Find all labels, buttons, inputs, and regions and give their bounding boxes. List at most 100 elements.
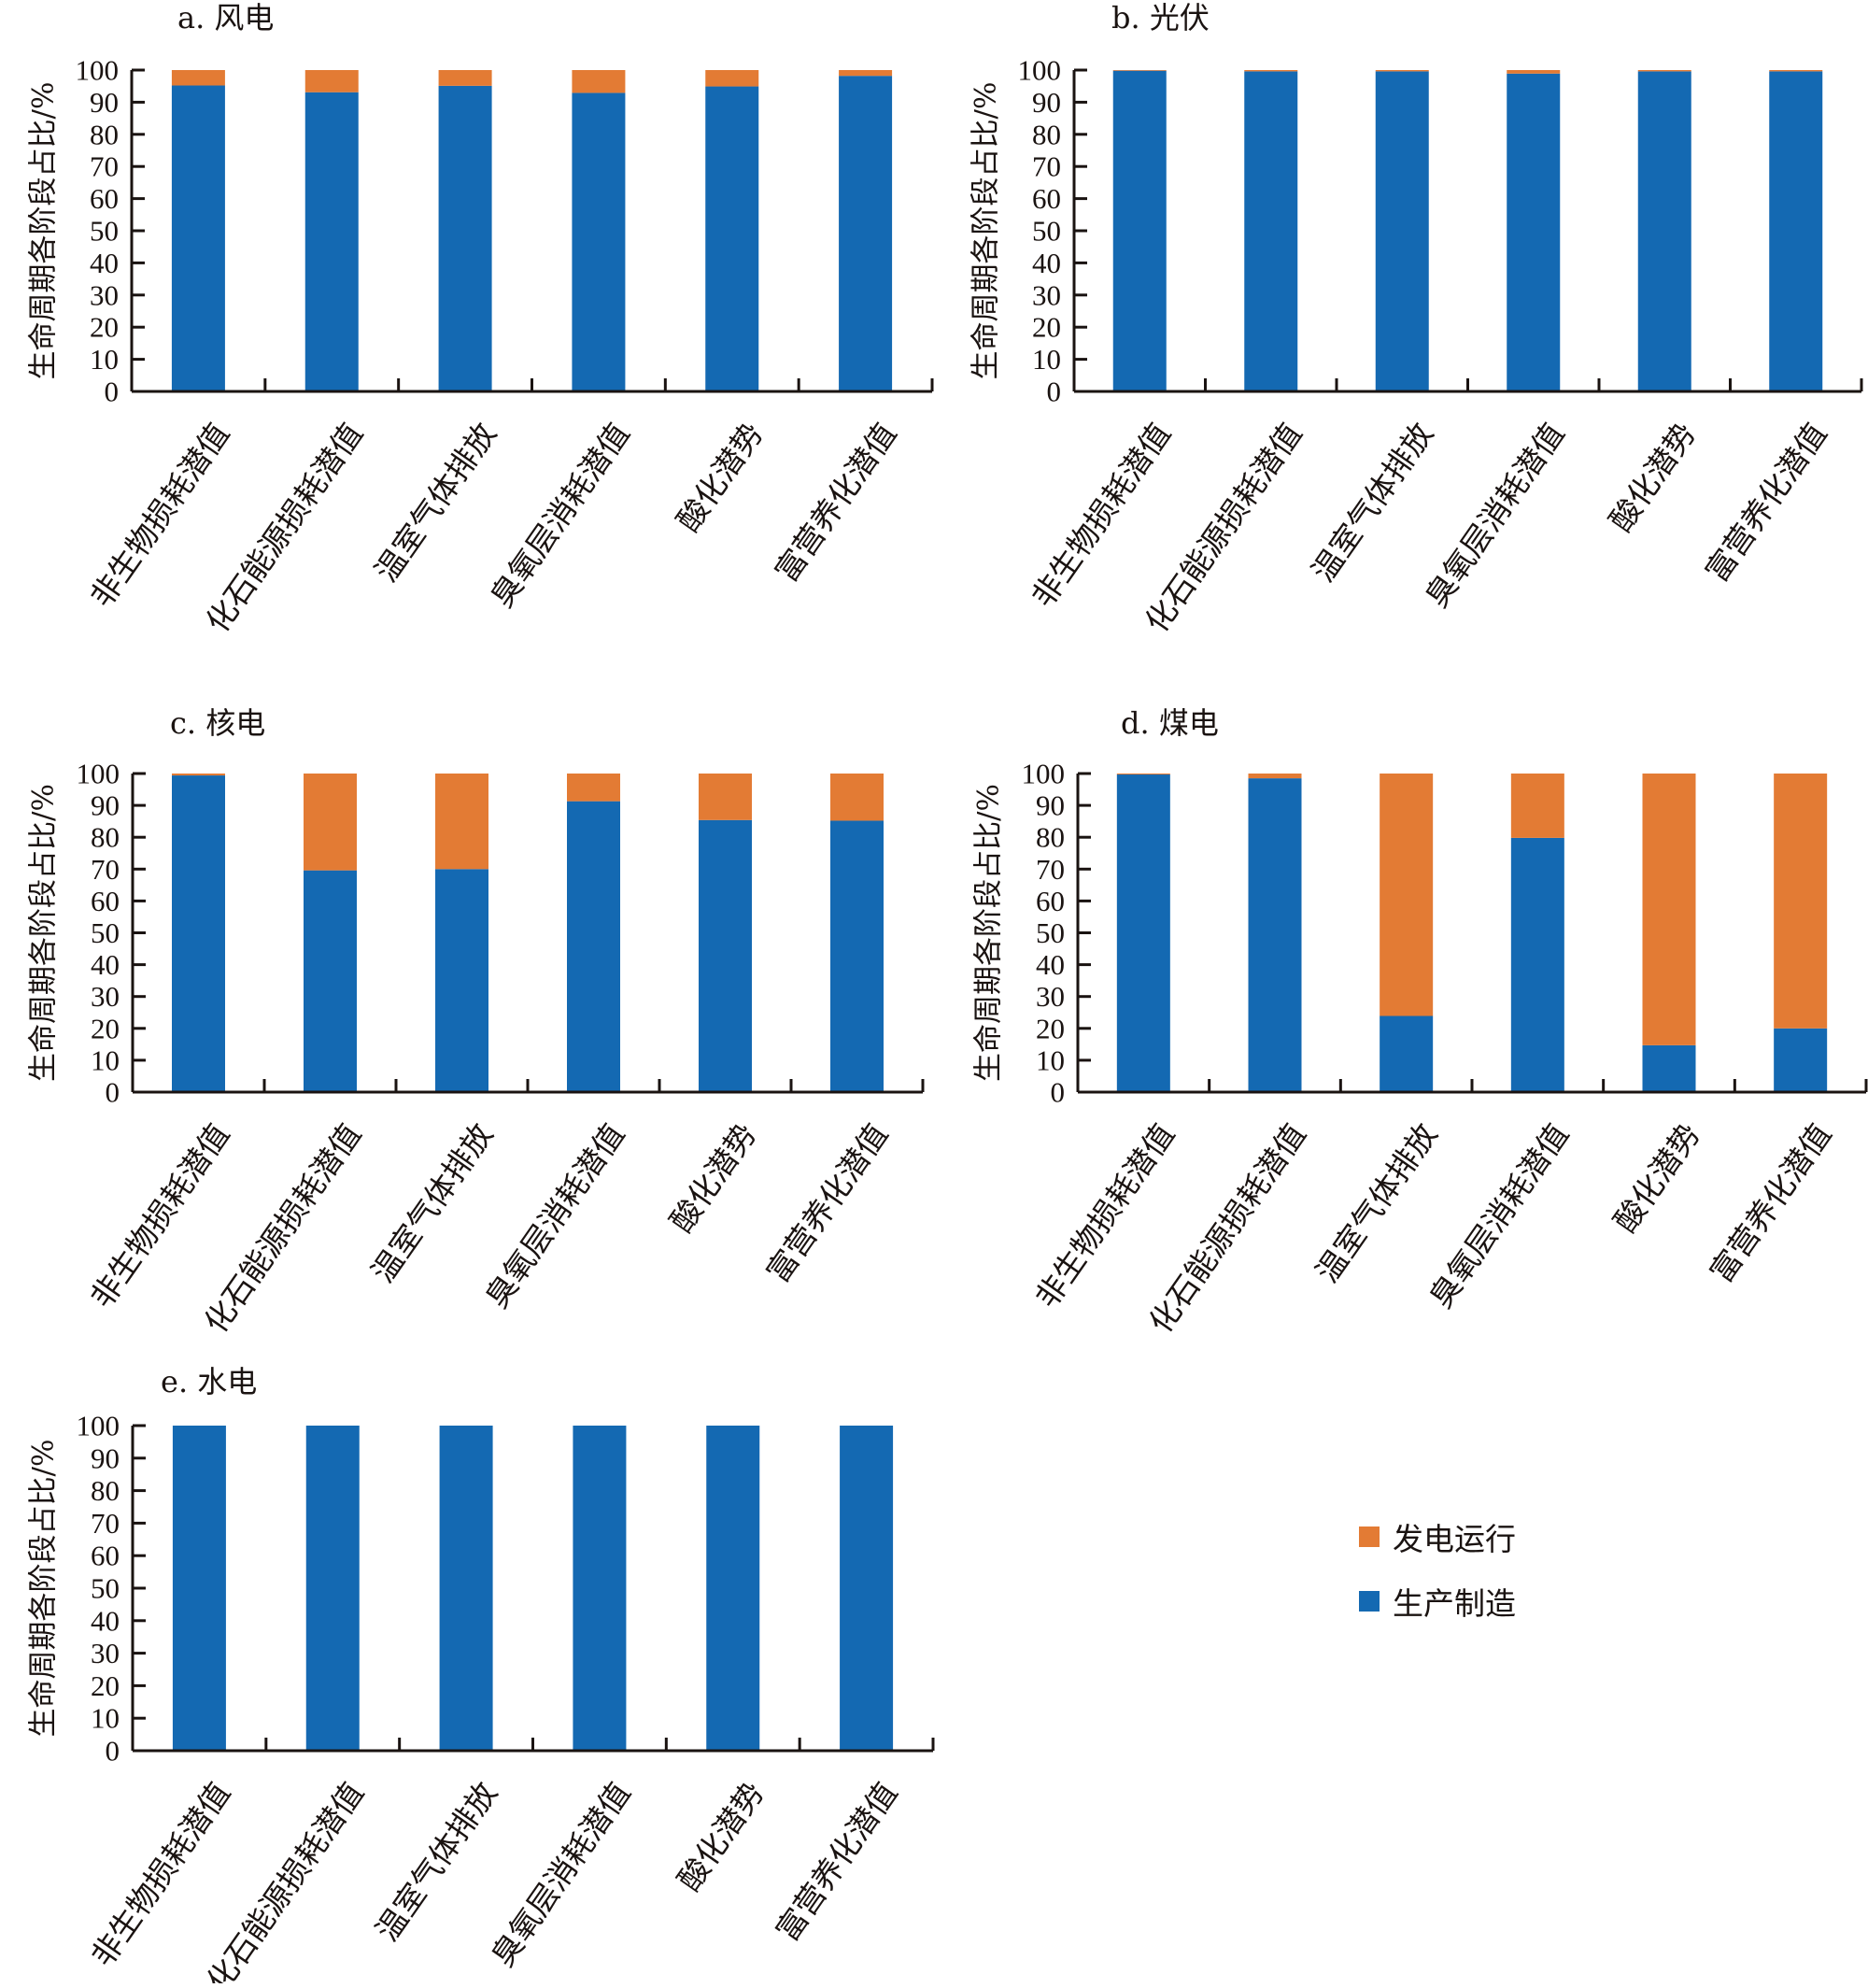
y-tick-label: 80	[91, 1474, 120, 1507]
y-axis-label: 生命周期各阶段占比/%	[27, 82, 61, 380]
y-tick-label: 30	[1032, 278, 1061, 311]
y-tick-label: 60	[91, 885, 120, 917]
legend-label-operation: 发电运行	[1393, 1521, 1516, 1557]
bar-operation	[567, 774, 620, 802]
y-tick-label: 40	[1036, 948, 1065, 981]
bar-manufacturing	[1510, 837, 1564, 1092]
x-tick-label: 臭氧层消耗潜值	[483, 416, 636, 614]
bar-operation	[1507, 70, 1561, 74]
bar-operation	[304, 70, 359, 92]
y-tick-label: 80	[1036, 821, 1065, 854]
bar-manufacturing	[1375, 71, 1429, 391]
legend-item-manufacturing: 生产制造	[1359, 1583, 1516, 1622]
legend: 发电运行 生产制造	[1359, 1518, 1516, 1647]
x-tick-label: 富营养化潜值	[769, 1775, 905, 1948]
bar-manufacturing	[573, 1426, 627, 1751]
chart-panel-c: c. 核电生命周期各阶段占比/%非生物损耗潜值化石能源损耗潜值温室气体排放臭氧层…	[27, 705, 925, 1340]
x-tick-label: 酸化潜势	[671, 1775, 771, 1896]
y-tick-label: 30	[1036, 980, 1065, 1013]
y-tick-label: 50	[1036, 916, 1065, 949]
x-tick-label: 非生物损耗潜值	[83, 416, 236, 614]
bar-operation	[1248, 774, 1302, 779]
y-tick-label: 0	[1047, 376, 1062, 408]
bar-manufacturing	[705, 86, 759, 391]
y-tick-label: 40	[1032, 247, 1061, 279]
y-tick-label: 40	[90, 247, 119, 279]
y-axis-label: 生命周期各阶段占比/%	[27, 1440, 61, 1738]
bar-manufacturing	[438, 85, 492, 391]
bar-manufacturing	[435, 869, 488, 1092]
bar-operation	[830, 774, 884, 821]
bar-operation	[1637, 70, 1691, 72]
bar-manufacturing	[305, 1426, 360, 1751]
x-tick-label: 非生物损耗潜值	[84, 1775, 237, 1973]
bar-manufacturing	[1248, 778, 1302, 1092]
y-tick-label: 100	[77, 758, 120, 790]
bar-operation	[1375, 70, 1429, 72]
y-tick-label: 20	[91, 1012, 120, 1044]
y-tick-label: 100	[77, 1410, 120, 1442]
y-tick-label: 20	[1032, 311, 1061, 344]
x-tick-label: 富营养化潜值	[1698, 416, 1834, 589]
legend-item-operation: 发电运行	[1359, 1518, 1516, 1557]
y-tick-label: 80	[91, 821, 120, 854]
y-tick-label: 50	[91, 1572, 120, 1605]
bar-operation	[171, 70, 225, 86]
x-tick-label: 温室气体排放	[364, 1116, 501, 1289]
y-tick-label: 30	[90, 278, 119, 311]
y-tick-label: 90	[1036, 789, 1065, 822]
y-tick-label: 70	[1036, 853, 1065, 886]
y-tick-label: 50	[90, 215, 119, 248]
x-tick-label: 臭氧层消耗潜值	[1422, 1116, 1576, 1314]
y-tick-label: 10	[91, 1044, 120, 1076]
x-tick-label: 温室气体排放	[1305, 416, 1441, 589]
y-tick-label: 100	[1018, 54, 1062, 87]
bar-manufacturing	[1769, 71, 1823, 391]
y-tick-label: 30	[91, 980, 120, 1013]
bar-manufacturing	[1116, 774, 1170, 1092]
bar-manufacturing	[171, 85, 225, 392]
chart-title: e. 水电	[161, 1364, 257, 1399]
y-tick-label: 60	[90, 182, 119, 215]
x-tick-label: 温室气体排放	[1309, 1116, 1445, 1289]
y-tick-label: 10	[1032, 343, 1061, 376]
bar-operation	[1774, 774, 1828, 1029]
bar-manufacturing	[1637, 71, 1691, 391]
legend-swatch-manufacturing	[1359, 1591, 1380, 1612]
bar-manufacturing	[830, 820, 884, 1092]
bar-manufacturing	[572, 92, 626, 391]
y-tick-label: 100	[76, 54, 120, 87]
chart-title: d. 煤电	[1121, 705, 1219, 741]
bar-manufacturing	[1507, 73, 1561, 391]
bar-operation	[435, 774, 488, 870]
bar-manufacturing	[1774, 1028, 1828, 1092]
y-tick-label: 70	[91, 853, 120, 886]
y-tick-label: 70	[1032, 150, 1061, 183]
chart-panel-b: b. 光伏生命周期各阶段占比/%非生物损耗潜值化石能源损耗潜值温室气体排放臭氧层…	[969, 0, 1863, 639]
bar-manufacturing	[172, 1426, 226, 1751]
y-tick-label: 0	[1051, 1076, 1066, 1109]
x-tick-label: 酸化潜势	[1602, 416, 1703, 537]
bar-manufacturing	[706, 1426, 760, 1751]
y-tick-label: 0	[105, 376, 120, 408]
bar-manufacturing	[1380, 1015, 1434, 1092]
bar-operation	[1112, 70, 1167, 71]
y-tick-label: 90	[91, 789, 120, 822]
x-tick-label: 温室气体排放	[368, 1775, 504, 1948]
bar-operation	[1510, 774, 1564, 838]
bar-operation	[705, 70, 759, 87]
x-tick-label: 非生物损耗潜值	[83, 1116, 236, 1314]
bar-manufacturing	[840, 1426, 894, 1751]
bar-operation	[172, 774, 225, 776]
x-tick-label: 酸化潜势	[1606, 1116, 1707, 1238]
y-tick-label: 80	[1032, 118, 1061, 150]
bar-manufacturing	[304, 92, 359, 392]
bar-operation	[438, 70, 492, 86]
chart-panel-d: d. 煤电生命周期各阶段占比/%非生物损耗潜值化石能源损耗潜值温室气体排放臭氧层…	[972, 705, 1868, 1340]
x-tick-label: 酸化潜势	[670, 416, 771, 537]
y-tick-label: 40	[91, 948, 120, 981]
bar-manufacturing	[439, 1426, 493, 1751]
bar-operation	[1380, 774, 1434, 1016]
